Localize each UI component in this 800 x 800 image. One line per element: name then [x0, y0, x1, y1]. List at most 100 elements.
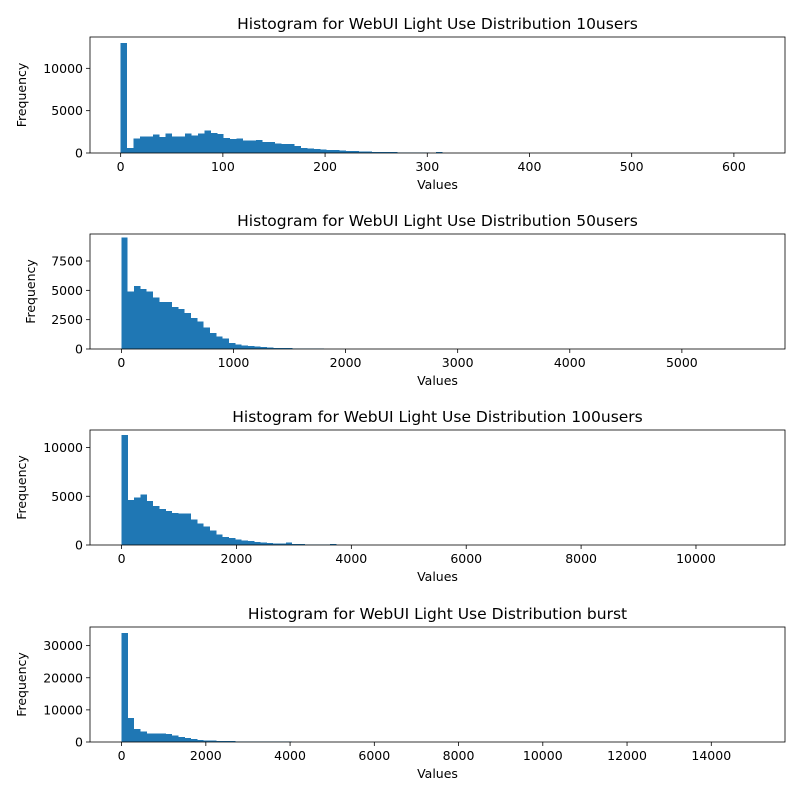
x-tick-label: 2000	[190, 748, 222, 763]
histogram-bar	[134, 286, 141, 349]
histogram-bar	[371, 151, 379, 153]
histogram-bar	[222, 537, 229, 545]
x-tick-label: 10000	[676, 551, 716, 566]
y-tick-label: 10000	[43, 440, 83, 455]
histogram-bar	[178, 513, 185, 545]
y-axis-label: Frequency	[14, 455, 29, 520]
x-tick-label: 300	[415, 159, 439, 174]
histogram-bar	[384, 152, 392, 153]
x-axis-label: Values	[417, 569, 458, 584]
histogram-bar	[210, 333, 217, 349]
x-tick-label: 0	[118, 748, 126, 763]
histogram-bar	[378, 151, 385, 153]
histogram-bar	[292, 544, 299, 545]
histogram-bar	[241, 540, 248, 545]
histogram-bar	[326, 150, 334, 153]
x-tick-label: 0	[118, 551, 126, 566]
histogram-bar	[436, 151, 443, 153]
histogram-bar	[140, 289, 147, 349]
histogram-bar	[172, 512, 179, 545]
x-tick-label: 4000	[274, 748, 306, 763]
histogram-bar	[203, 327, 211, 349]
histogram-bar	[222, 338, 230, 349]
histogram-bar	[197, 321, 204, 349]
y-tick-label: 0	[75, 342, 83, 357]
y-tick-label: 5000	[51, 103, 83, 118]
histogram-bar	[153, 733, 160, 742]
histogram-bar	[146, 501, 154, 545]
plot-frame	[89, 36, 786, 154]
histogram-bar	[146, 136, 153, 153]
histogram-bar	[235, 344, 242, 349]
y-tick-label: 10000	[43, 702, 83, 717]
y-tick-label: 5000	[51, 489, 83, 504]
x-axis-label: Values	[417, 177, 458, 192]
histogram-bar	[140, 494, 147, 545]
y-tick-label: 0	[75, 146, 83, 161]
histogram-bar	[235, 539, 242, 545]
histogram-bar	[191, 739, 198, 742]
x-tick-label: 100	[211, 159, 235, 174]
x-tick-label: 1000	[218, 355, 250, 370]
x-tick-label: 8000	[443, 748, 475, 763]
histogram-bar	[243, 140, 250, 153]
x-tick-label: 4000	[554, 355, 586, 370]
histogram-bar	[191, 135, 198, 153]
histogram-bar	[275, 143, 282, 153]
chart-title: Histogram for WebUI Light Use Distributi…	[237, 212, 638, 230]
x-tick-label: 10000	[523, 748, 563, 763]
histogram-bar	[273, 543, 280, 545]
y-tick-label: 0	[75, 538, 83, 553]
histogram-bar	[229, 741, 236, 742]
x-tick-label: 12000	[607, 748, 647, 763]
chart-title: Histogram for WebUI Light Use Distributi…	[248, 605, 627, 623]
histogram-bar	[288, 144, 295, 153]
x-tick-label: 0	[117, 355, 125, 370]
histogram-bar	[222, 741, 229, 742]
histogram-bar	[352, 151, 359, 153]
histogram-bar	[146, 733, 154, 742]
histogram-bar	[210, 740, 217, 742]
histogram-bar	[203, 740, 211, 742]
histogram-bar	[159, 733, 166, 742]
histogram-bar	[134, 729, 141, 742]
histogram-bar	[223, 137, 231, 153]
histogram-bar	[185, 133, 192, 153]
histogram-bar	[191, 519, 198, 545]
histogram-bar	[127, 500, 135, 545]
histogram-bar	[286, 348, 293, 349]
y-axis-label: Frequency	[23, 259, 38, 324]
y-tick-label: 5000	[51, 283, 83, 298]
x-tick-label: 6000	[358, 748, 390, 763]
histogram-bar	[178, 736, 185, 742]
histogram-bar	[267, 347, 274, 349]
histogram-bar	[210, 530, 217, 545]
x-tick-label: 2000	[221, 551, 253, 566]
y-axis-label: Frequency	[14, 652, 29, 717]
histogram-bar	[268, 141, 276, 153]
histogram-bar	[204, 130, 211, 153]
y-tick-label: 7500	[51, 253, 83, 268]
histogram-bar	[178, 309, 185, 349]
histogram-bar	[178, 136, 186, 153]
histogram-bar	[262, 141, 269, 153]
histogram-bar	[266, 543, 274, 545]
x-tick-label: 14000	[691, 748, 731, 763]
histogram-bar	[133, 138, 140, 153]
histogram-bar	[165, 733, 173, 742]
histogram-bar	[216, 740, 223, 742]
histogram-bar	[294, 146, 301, 153]
histogram-bar	[260, 542, 267, 545]
histogram-bar	[184, 513, 192, 545]
histogram-bar	[153, 506, 160, 545]
histogram-bar	[313, 149, 321, 153]
histogram-bar	[153, 297, 160, 349]
x-axis-label: Values	[417, 373, 458, 388]
histogram-bar	[184, 313, 192, 349]
histogram-bar	[307, 148, 314, 153]
histogram-bar	[165, 302, 173, 349]
x-tick-label: 2000	[330, 355, 362, 370]
histogram-bar	[229, 343, 236, 349]
histogram-bar	[236, 138, 243, 153]
histogram-bar	[146, 291, 154, 349]
